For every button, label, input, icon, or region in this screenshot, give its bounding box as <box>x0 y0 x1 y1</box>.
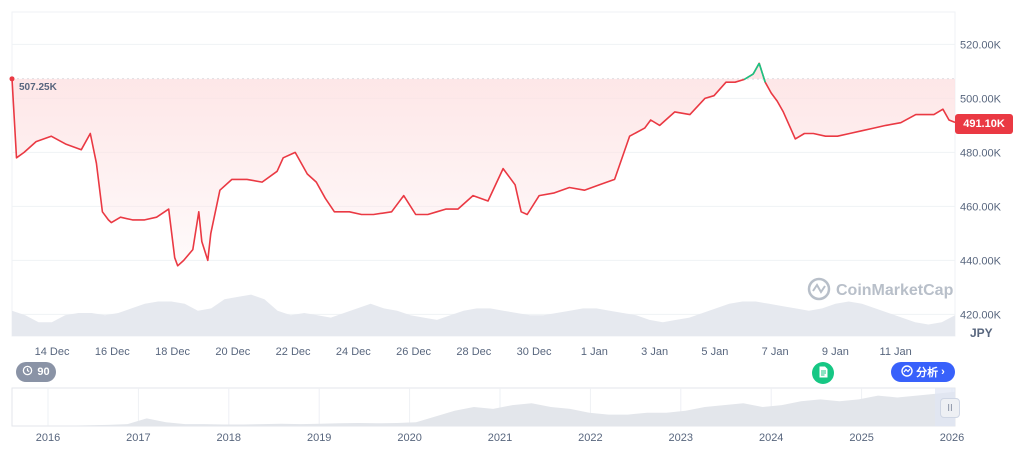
price-area-fill <box>12 63 955 266</box>
analysis-label: 分析 <box>916 367 939 379</box>
overview-tick-label: 2021 <box>488 432 512 444</box>
y-tick-label: 460.00K <box>960 201 1002 213</box>
analysis-button[interactable]: 分析 › <box>891 362 955 382</box>
analysis-icon <box>901 364 913 380</box>
y-axis-ticks: 520.00K 500.00K 480.00K 460.00K 440.00K 420.0… <box>960 39 1002 321</box>
overview-drag-handle[interactable]: II <box>940 398 960 418</box>
overview-tick-label: 2025 <box>849 432 873 444</box>
y-tick-label: 440.00K <box>960 255 1002 267</box>
currency-label: JPY <box>970 326 993 340</box>
overview-tick-label: 2016 <box>36 432 60 444</box>
range-label: 90 <box>37 366 50 378</box>
history-icon <box>22 365 33 379</box>
x-tick-label: 7 Jan <box>762 346 789 358</box>
x-tick-label: 3 Jan <box>641 346 668 358</box>
overview-tick-label: 2018 <box>217 432 241 444</box>
overview-axis-ticks: 2016 2017 2018 2019 2020 2021 2022 2023 2024 2025… <box>36 432 964 444</box>
overview-tick-label: 2019 <box>307 432 331 444</box>
chevron-right-icon: › <box>941 366 945 378</box>
x-tick-label: 18 Dec <box>155 346 190 358</box>
x-tick-label: 28 Dec <box>456 346 491 358</box>
y-tick-label: 520.00K <box>960 39 1002 51</box>
volume-shape <box>12 294 955 336</box>
price-line-up-segment <box>758 63 766 83</box>
x-axis-ticks: 14 Dec 16 Dec 18 Dec 20 Dec 22 Dec 24 Dec 26 D… <box>35 346 912 358</box>
range-button[interactable]: 90 <box>16 362 56 382</box>
x-tick-label: 26 Dec <box>396 346 431 358</box>
price-line-up-segment <box>743 73 754 81</box>
coinmarketcap-logo: CoinMarketCap <box>807 277 954 301</box>
x-tick-label: 14 Dec <box>35 346 70 358</box>
price-line-path <box>11 62 956 267</box>
watermark-text: CoinMarketCap <box>836 282 954 299</box>
x-tick-label: 24 Dec <box>336 346 371 358</box>
y-tick-label: 420.00K <box>960 309 1002 321</box>
overview-tick-label: 2024 <box>759 432 783 444</box>
overview-tick-label: 2023 <box>669 432 693 444</box>
price-area <box>12 63 955 266</box>
x-tick-label: 1 Jan <box>581 346 608 358</box>
y-tick-label: 480.00K <box>960 147 1002 159</box>
current-price-badge: 491.10K <box>955 114 1013 134</box>
x-tick-label: 20 Dec <box>215 346 250 358</box>
x-tick-label: 9 Jan <box>822 346 849 358</box>
document-icon <box>818 366 829 381</box>
x-tick-label: 22 Dec <box>276 346 311 358</box>
overview-tick-label: 2022 <box>578 432 602 444</box>
x-tick-label: 5 Jan <box>701 346 728 358</box>
overview-tick-label: 2020 <box>397 432 421 444</box>
document-button[interactable] <box>812 362 834 384</box>
price-line <box>9 62 956 267</box>
x-tick-label: 11 Jan <box>880 346 912 358</box>
x-tick-label: 16 Dec <box>95 346 130 358</box>
overview-area <box>12 391 955 426</box>
overview-tick-label: 2017 <box>126 432 150 444</box>
price-line-up-segment <box>752 62 760 75</box>
start-point <box>9 76 15 82</box>
volume-area <box>12 294 955 336</box>
y-tick-label: 500.00K <box>960 93 1002 105</box>
start-price-label: 507.25K <box>19 82 57 93</box>
x-tick-label: 30 Dec <box>517 346 552 358</box>
overview-navigator <box>11 387 956 427</box>
overview-tick-label: 2026 <box>940 432 964 444</box>
